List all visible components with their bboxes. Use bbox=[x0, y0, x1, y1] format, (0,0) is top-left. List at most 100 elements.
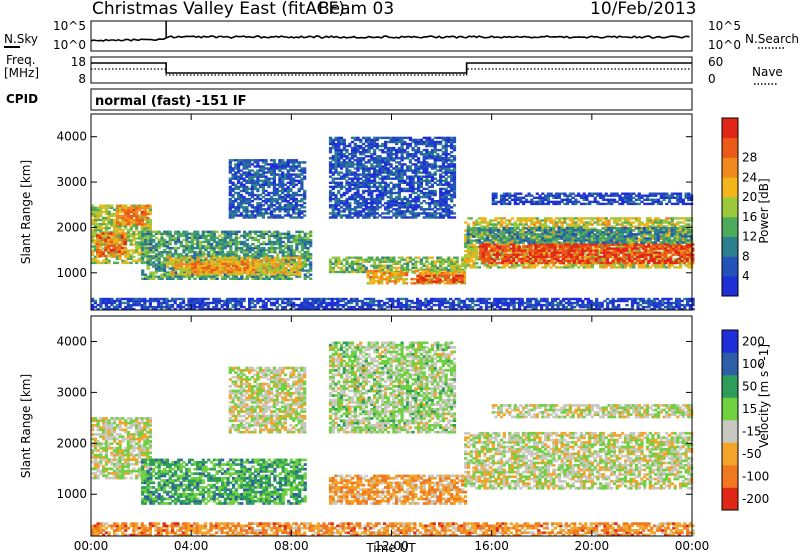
data-cell bbox=[135, 243, 139, 246]
freq-tick-bottom: 8 bbox=[78, 72, 86, 86]
data-cell bbox=[530, 221, 534, 224]
data-cell bbox=[654, 254, 658, 257]
data-cell bbox=[160, 269, 164, 272]
data-cell bbox=[102, 218, 106, 222]
data-cell bbox=[132, 249, 136, 252]
data-cell bbox=[680, 259, 684, 262]
data-cell bbox=[126, 239, 130, 242]
data-cell bbox=[141, 277, 145, 280]
data-cell bbox=[174, 246, 178, 250]
data-cell bbox=[124, 223, 128, 226]
data-cell bbox=[268, 256, 272, 260]
data-cell bbox=[204, 238, 208, 242]
data-cell bbox=[622, 259, 626, 262]
data-cell bbox=[270, 244, 274, 248]
data-cell bbox=[176, 238, 181, 242]
data-cell bbox=[427, 276, 431, 279]
data-cell bbox=[479, 255, 483, 258]
data-cell bbox=[309, 277, 313, 280]
data-cell bbox=[571, 223, 575, 226]
data-cell bbox=[534, 245, 538, 248]
data-cell bbox=[472, 233, 476, 236]
data-cell bbox=[399, 278, 403, 281]
data-cell bbox=[683, 261, 687, 265]
data-cell bbox=[118, 250, 122, 254]
data-cell bbox=[223, 236, 227, 240]
data-cell bbox=[384, 256, 388, 259]
data-cell bbox=[270, 249, 274, 252]
cpid-value: normal (fast) -151 IF bbox=[95, 94, 246, 109]
data-cell bbox=[93, 206, 97, 209]
data-cell bbox=[391, 276, 395, 279]
data-cell bbox=[166, 273, 170, 276]
data-cell bbox=[226, 240, 230, 244]
data-cell bbox=[566, 225, 570, 228]
data-cell bbox=[229, 255, 233, 258]
data-cell bbox=[421, 273, 425, 277]
data-cell bbox=[107, 238, 111, 241]
data-cell bbox=[604, 223, 608, 226]
data-cell bbox=[115, 231, 119, 234]
data-cell bbox=[143, 234, 147, 238]
data-cell bbox=[604, 221, 608, 224]
data-cell bbox=[256, 261, 260, 264]
data-cell bbox=[99, 222, 103, 226]
data-cell bbox=[240, 240, 244, 244]
data-cell bbox=[96, 224, 100, 228]
data-cell bbox=[168, 273, 173, 276]
data-cell bbox=[515, 249, 519, 252]
data-cell bbox=[342, 270, 346, 274]
data-cell bbox=[262, 232, 266, 235]
data-cell bbox=[215, 230, 219, 233]
data-cell bbox=[199, 264, 203, 268]
data-cell bbox=[191, 260, 195, 263]
data-cell bbox=[165, 244, 170, 248]
data-cell bbox=[417, 256, 421, 259]
data-cell bbox=[367, 258, 371, 261]
data-cell bbox=[138, 221, 142, 224]
data-cell bbox=[654, 221, 658, 224]
data-cell bbox=[249, 268, 253, 272]
data-cell bbox=[643, 235, 647, 238]
data-cell bbox=[257, 266, 261, 270]
data-cell bbox=[534, 251, 538, 254]
data-cell bbox=[612, 221, 617, 224]
data-cell bbox=[163, 232, 167, 235]
data-cell bbox=[572, 261, 576, 265]
data-cell bbox=[218, 273, 222, 276]
data-cell bbox=[556, 255, 560, 258]
data-cell bbox=[589, 249, 593, 252]
data-cell bbox=[649, 247, 654, 250]
data-cell bbox=[424, 282, 428, 285]
data-cell bbox=[120, 242, 124, 245]
data-cell bbox=[515, 247, 519, 250]
data-cell bbox=[240, 258, 244, 262]
data-cell bbox=[561, 243, 565, 246]
data-cell bbox=[502, 221, 506, 224]
data-cell bbox=[464, 245, 468, 249]
data-cell bbox=[520, 261, 524, 265]
data-cell bbox=[281, 240, 285, 244]
data-cell bbox=[127, 223, 131, 226]
data-cell bbox=[306, 232, 310, 235]
data-cell bbox=[107, 261, 111, 265]
data-cell bbox=[616, 253, 621, 256]
data-cell bbox=[550, 245, 554, 248]
data-cell bbox=[292, 253, 296, 256]
data-cell bbox=[381, 266, 385, 270]
data-cell bbox=[187, 269, 192, 272]
data-cell bbox=[163, 257, 167, 260]
data-cell bbox=[101, 252, 105, 256]
data-cell bbox=[397, 260, 401, 263]
data-cell bbox=[209, 230, 214, 233]
data-cell bbox=[542, 247, 546, 250]
data-cell bbox=[165, 234, 170, 238]
data-cell bbox=[110, 220, 114, 224]
data-cell bbox=[538, 223, 542, 226]
data-cell bbox=[187, 244, 192, 248]
data-cell bbox=[303, 242, 307, 246]
data-cell bbox=[600, 255, 604, 258]
data-cell bbox=[102, 241, 106, 244]
data-cell bbox=[248, 260, 252, 264]
data-cell bbox=[132, 206, 136, 210]
